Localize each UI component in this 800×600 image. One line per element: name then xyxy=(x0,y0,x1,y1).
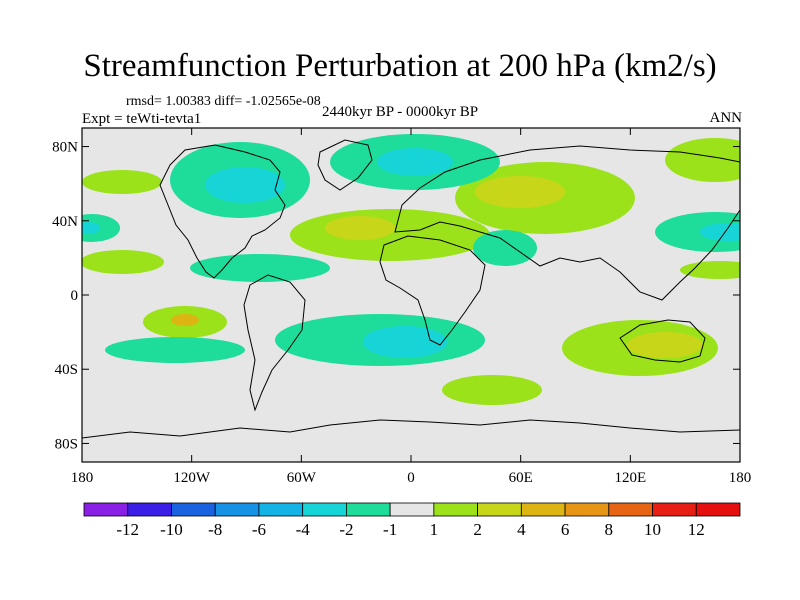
negative-region xyxy=(82,214,120,242)
lon-label: 0 xyxy=(407,470,415,486)
colorbar-label: 8 xyxy=(605,520,614,539)
colorbar-swatch xyxy=(477,502,522,517)
lon-label: 60E xyxy=(509,470,533,486)
period-label: 2440kyr BP - 0000kyr BP xyxy=(322,104,479,120)
colorbar-label: 1 xyxy=(430,520,439,539)
negative-region xyxy=(363,326,447,358)
positive-region xyxy=(475,176,565,208)
lat-label: 0 xyxy=(71,288,79,304)
lat-label: 40S xyxy=(55,362,78,378)
negative-region xyxy=(377,148,453,176)
map-axes: 80N 40N 0 40S 80S 180 120W 60W 0 60E 120E 180 xyxy=(52,128,751,486)
lon-label: 120E xyxy=(614,470,646,486)
colorbar-swatch xyxy=(608,502,653,517)
colorbar-label: -10 xyxy=(160,520,183,539)
colorbar-label: -12 xyxy=(116,520,139,539)
colorbar-label: 12 xyxy=(688,520,705,539)
colorbar: -12 -10 -8 -6 -4 -2 -1 1 2 4 6 8 10 12 xyxy=(83,502,741,539)
greenland-coast xyxy=(317,139,373,191)
lon-label: 180 xyxy=(729,470,752,486)
positive-region xyxy=(171,314,199,326)
colorbar-swatch xyxy=(214,502,260,517)
colorbar-swatch xyxy=(127,502,172,517)
season-label: ANN xyxy=(709,110,743,126)
coastlines xyxy=(82,139,740,439)
colorbar-label: -2 xyxy=(339,520,353,539)
positive-region xyxy=(680,261,740,279)
negative-region xyxy=(205,167,285,203)
negative-region xyxy=(655,212,740,252)
positive-region xyxy=(627,332,703,358)
colorbar-label: -1 xyxy=(383,520,397,539)
lat-label: 80N xyxy=(52,140,78,156)
australia-coast xyxy=(619,319,706,363)
negative-region xyxy=(700,223,740,241)
colorbar-swatch xyxy=(695,502,741,517)
positive-region xyxy=(442,375,542,405)
colorbar-label: 6 xyxy=(561,520,570,539)
positive-region xyxy=(325,216,395,240)
positive-region xyxy=(82,170,162,194)
colorbar-swatch xyxy=(389,502,435,517)
negative-region xyxy=(82,222,100,234)
colorbar-swatch xyxy=(302,502,347,517)
lat-label: 40N xyxy=(52,214,78,230)
lon-label: 180 xyxy=(71,470,94,486)
south-america-coast xyxy=(243,274,306,412)
colorbar-label: -6 xyxy=(252,520,266,539)
colorbar-swatch xyxy=(433,502,479,517)
colorbar-swatch xyxy=(171,502,216,517)
colorbar-label: 10 xyxy=(644,520,661,539)
colorbar-swatch xyxy=(83,502,129,517)
lat-label: 80S xyxy=(55,436,78,452)
africa-coast xyxy=(379,235,486,346)
negative-region xyxy=(190,254,330,282)
positive-region xyxy=(290,209,490,261)
negative-region xyxy=(473,230,537,266)
colorbar-label: 4 xyxy=(517,520,526,539)
colorbar-label: -8 xyxy=(208,520,222,539)
antarctica-coast xyxy=(82,419,740,439)
colorbar-swatch xyxy=(258,502,304,517)
colorbar-label: -4 xyxy=(296,520,311,539)
positive-region xyxy=(665,138,740,182)
eurasia-coast xyxy=(394,145,740,301)
plot-title: Streamfunction Perturbation at 200 hPa (… xyxy=(83,48,717,84)
lon-label: 60W xyxy=(287,470,317,486)
north-america-coast xyxy=(159,144,286,279)
colorbar-swatch xyxy=(652,502,697,517)
colorbar-label: 2 xyxy=(473,520,482,539)
positive-region xyxy=(82,250,164,274)
lon-label: 120W xyxy=(173,470,211,486)
colorbar-swatch xyxy=(520,502,566,517)
experiment-label: Expt = teWti-tevta1 xyxy=(82,111,202,127)
colorbar-swatch xyxy=(564,502,610,517)
negative-region xyxy=(105,337,245,363)
stats-line: rmsd= 1.00383 diff= -1.02565e-08 xyxy=(126,94,321,109)
contour-fields xyxy=(82,134,740,405)
colorbar-swatch xyxy=(345,502,391,517)
